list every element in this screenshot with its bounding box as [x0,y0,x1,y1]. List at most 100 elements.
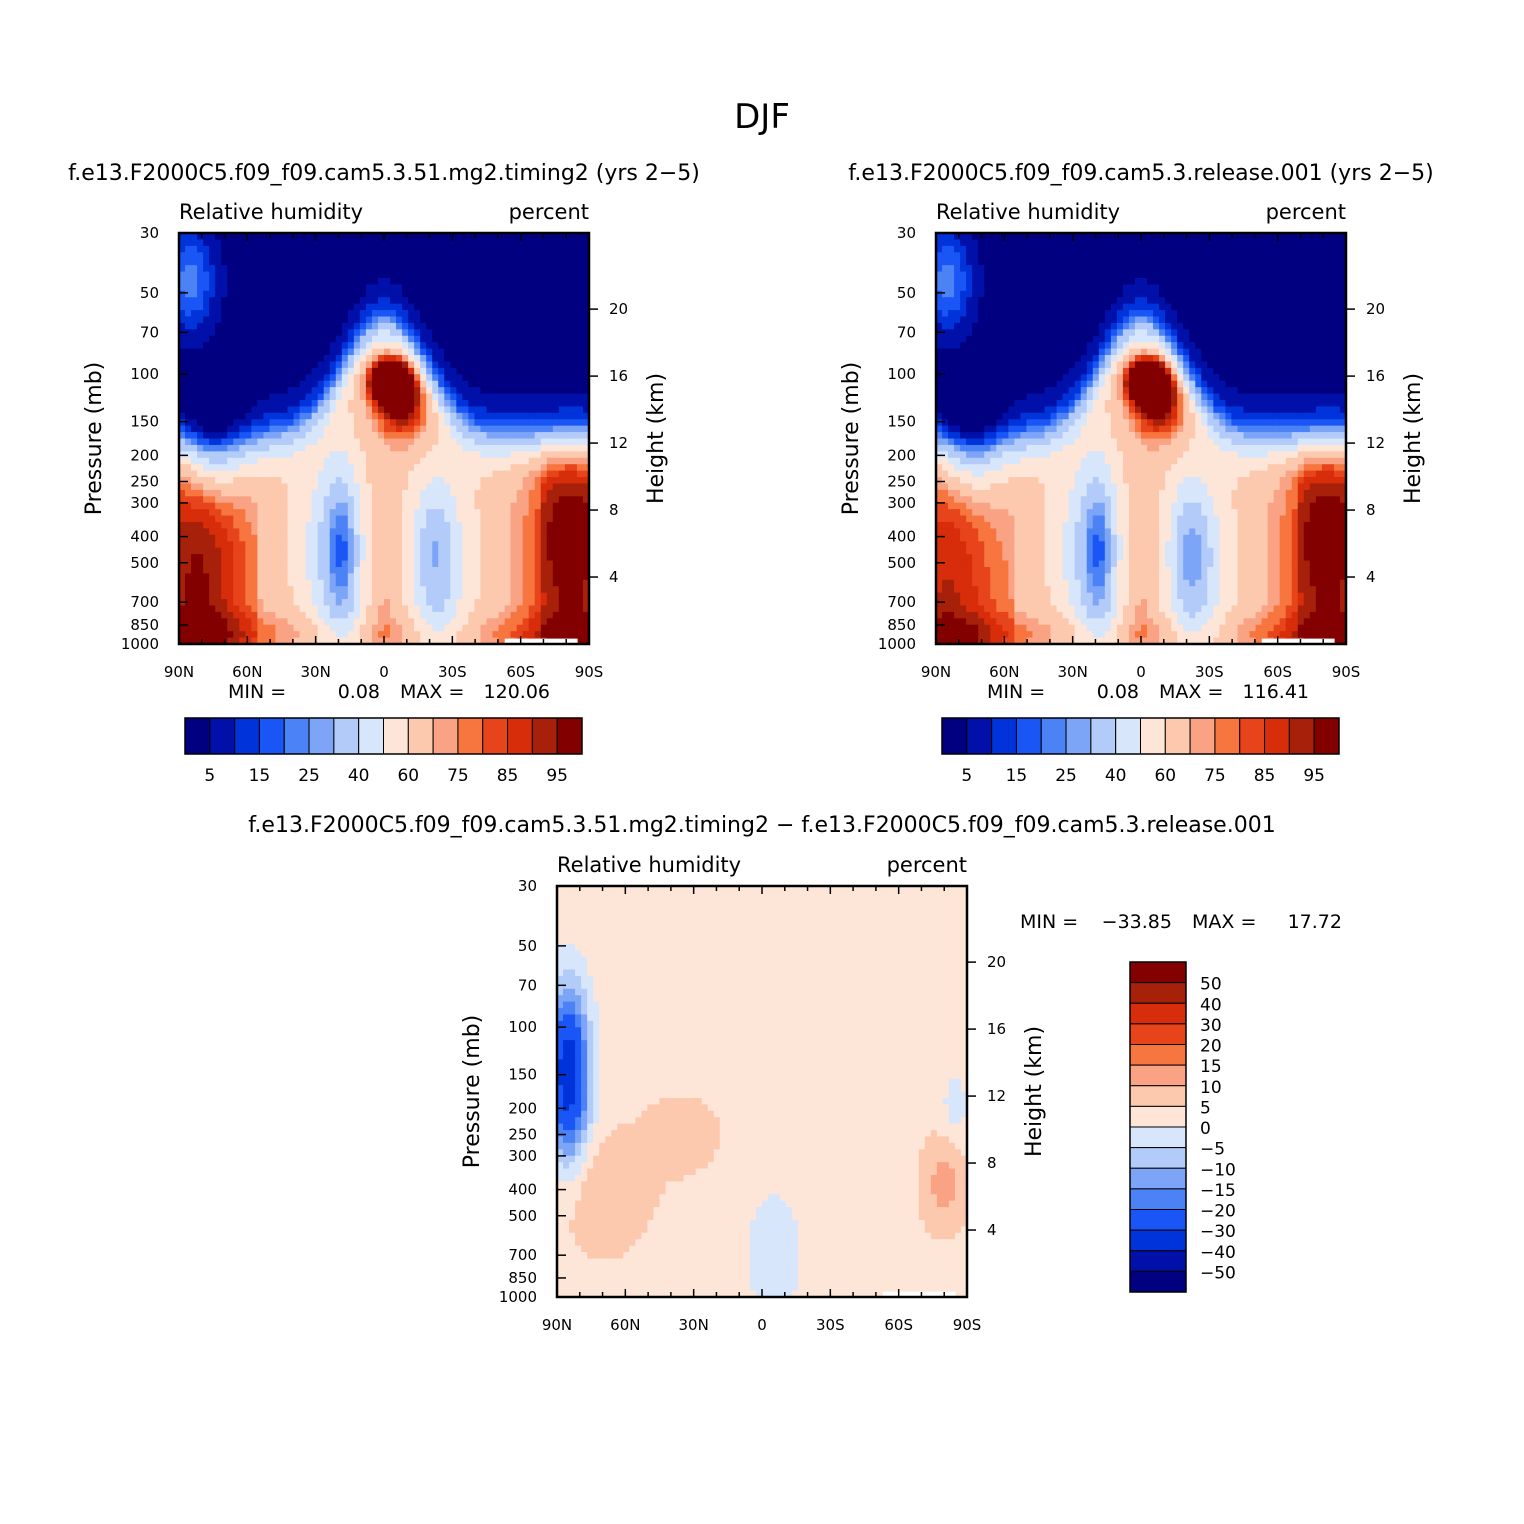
y-tick-label: 250 [508,1126,537,1144]
colorbar-label: 5 [204,766,215,786]
x-tick-label: 90N [921,663,951,681]
panel-title: f.e13.F2000C5.f09_f09.cam5.3.release.001… [848,161,1433,186]
colorbar-swatch [1140,717,1166,755]
y-right-tick-label: 8 [987,1154,997,1172]
colorbar-swatch [966,717,993,755]
y-tick-label: 850 [887,616,916,634]
colorbar-swatch [234,717,260,755]
colorbar-label: 0 [1200,1119,1211,1139]
colorbar-label: 15 [1006,766,1028,786]
colorbar-label: −10 [1200,1160,1236,1180]
x-tick-label: 60N [610,1316,640,1334]
colorbar-label: −15 [1200,1181,1236,1201]
colorbar-swatch [991,717,1017,755]
colorbar-swatch [184,717,211,755]
colorbar-swatch [1129,1188,1187,1210]
max-label: MAX = [1192,911,1256,933]
min-value: 0.08 [1097,681,1139,703]
subtitle-right: percent [887,853,967,877]
y-tick-label: 100 [130,365,159,383]
x-tick-label: 90N [542,1316,572,1334]
min-label: MIN = [1020,911,1078,933]
colorbar-label: 60 [1154,766,1176,786]
y-tick-label: 70 [518,976,537,994]
min-value: −33.85 [1102,911,1172,933]
x-tick-label: 30S [438,663,467,681]
colorbar-label: 5 [1200,1098,1211,1118]
y-tick-label: 500 [130,554,159,572]
colorbar-label: 15 [249,766,271,786]
subtitle-left: Relative humidity [557,853,741,877]
chart-panel-3: 90N 60N 30N 0 30S 60S 90S305070100150200250300… [248,813,1342,1334]
y-right-axis-label: Height (km) [1401,373,1426,504]
y-tick-label: 700 [508,1246,537,1264]
colorbar-label: 75 [1204,766,1226,786]
x-tick-label: 90N [164,663,194,681]
max-label: MAX = [400,681,464,703]
colorbar-label: 40 [1200,995,1222,1015]
max-value: 17.72 [1288,911,1342,933]
colorbar-swatch [383,717,409,755]
y-right-tick-label: 8 [1366,501,1376,519]
y-tick-label: 30 [897,224,916,242]
colorbar-swatch [1129,1250,1187,1272]
min-label: MIN = [987,681,1045,703]
contour-field [179,233,590,645]
y-tick-label: 300 [887,494,916,512]
max-value: 116.41 [1243,681,1309,703]
colorbar-swatch [941,717,968,755]
y-right-tick-label: 20 [609,300,628,318]
missing-data-region [504,638,578,644]
colorbar-swatch [1313,717,1340,755]
y-axis-label: Pressure (mb) [82,362,107,516]
missing-data-region [1261,638,1335,644]
colorbar-swatch [1129,982,1187,1004]
y-tick-label: 400 [887,528,916,546]
y-tick-label: 30 [140,224,159,242]
colorbar-swatch [1129,1126,1187,1149]
chart-panel-2: 90N 60N 30N 0 30S 60S 90S 30 50 70 100 150 200 250 300… [839,161,1434,786]
colorbar-label: −40 [1200,1243,1236,1263]
min-label: MIN = [228,681,286,703]
colorbar-label: 25 [1055,766,1077,786]
colorbar-label: −20 [1200,1202,1236,1222]
colorbar-label: 15 [1200,1057,1222,1077]
y-tick-label: 300 [508,1147,537,1165]
subtitle-right: percent [509,200,589,224]
colorbar-swatch [258,717,285,755]
colorbar-swatch [432,717,459,755]
colorbar-swatch [1164,717,1191,755]
colorbar-label: −5 [1200,1140,1225,1160]
colorbar-swatch [1129,1167,1187,1190]
colorbar-label: −30 [1200,1222,1236,1242]
y-tick-label: 250 [130,473,159,491]
y-axis-label: Pressure (mb) [839,362,864,516]
colorbar-swatch [1129,1229,1187,1252]
y-tick-label: 500 [887,554,916,572]
y-tick-label: 700 [887,593,916,611]
colorbar-swatch [1288,717,1315,755]
x-tick-label: 0 [1136,663,1146,681]
y-right-axis-label: Height (km) [1022,1026,1047,1157]
colorbar-swatch [1129,961,1187,984]
x-tick-label: 30S [1195,663,1224,681]
subtitle-left: Relative humidity [179,200,363,224]
y-tick-label: 100 [887,365,916,383]
x-tick-label: 60S [506,663,535,681]
colorbar-swatch [1214,717,1241,755]
colorbar-label: 50 [1200,975,1222,995]
colorbar: 5 15 25 40 60 75 85 95 [184,717,583,786]
colorbar-swatch [531,717,558,755]
colorbar-swatch [1129,1085,1187,1107]
x-tick-label: 90S [1332,663,1361,681]
max-value: 120.06 [484,681,550,703]
colorbar-label: 95 [546,766,568,786]
colorbar-label: 95 [1303,766,1325,786]
colorbar-swatch [333,717,360,755]
x-tick-label: 90S [953,1316,982,1334]
contour-field [557,886,968,1298]
colorbar-swatch [1129,1023,1187,1045]
colorbar-label: 30 [1200,1016,1222,1036]
colorbar-swatch [1115,717,1141,755]
colorbar-label: −50 [1200,1263,1236,1283]
